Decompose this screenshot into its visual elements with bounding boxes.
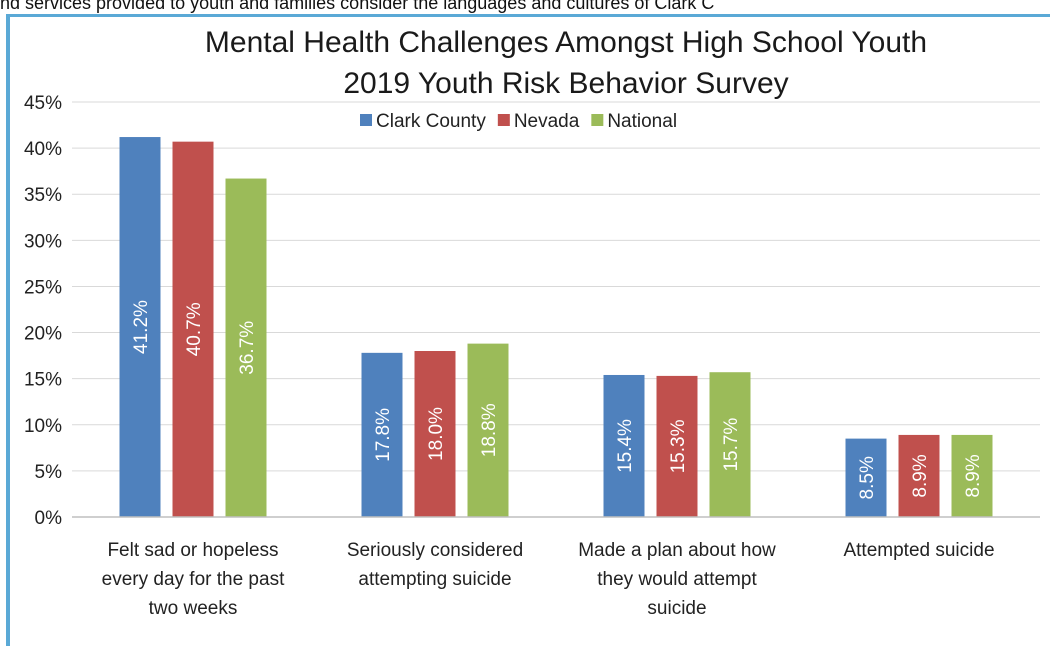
cropped-page-text: nd services provided to youth and famili… — [0, 0, 715, 13]
data-label: 15.3% — [668, 419, 689, 473]
data-label: 40.7% — [184, 302, 205, 356]
x-tick-label: Made a plan about how — [578, 540, 776, 561]
x-tick-label: Seriously considered — [347, 540, 523, 561]
bar — [172, 141, 214, 517]
legend-swatch — [360, 114, 372, 126]
data-label: 8.5% — [857, 456, 878, 499]
bar — [656, 375, 698, 517]
y-tick-label: 30% — [24, 231, 62, 252]
bar — [119, 137, 161, 518]
data-label: 18.8% — [479, 403, 500, 457]
x-tick-label: attempting suicide — [358, 569, 511, 590]
bar — [414, 351, 456, 517]
legend-label: Nevada — [514, 111, 580, 132]
bar — [709, 372, 751, 517]
bar — [603, 374, 645, 517]
y-tick-label: 5% — [35, 462, 63, 483]
legend: Clark County Nevada National — [360, 111, 677, 132]
data-label: 17.8% — [373, 408, 394, 462]
data-label: 15.7% — [721, 418, 742, 472]
y-tick-label: 25% — [24, 277, 62, 298]
frame-border-top — [6, 14, 1050, 17]
y-tick-label: 0% — [35, 508, 63, 529]
data-label: 15.4% — [615, 419, 636, 473]
x-tick-label: Felt sad or hopeless — [107, 540, 278, 561]
chart-title: Mental Health Challenges Amongst High Sc… — [205, 26, 927, 59]
legend-label: Clark County — [376, 111, 486, 132]
bar — [845, 438, 887, 517]
y-tick-label: 40% — [24, 139, 62, 160]
y-tick-label: 10% — [24, 416, 62, 437]
y-tick-label: 15% — [24, 370, 62, 391]
bar — [225, 178, 267, 518]
bar — [898, 434, 940, 517]
legend-label: National — [607, 111, 677, 132]
y-tick-label: 45% — [24, 93, 62, 114]
data-label: 41.2% — [131, 300, 152, 354]
bar — [951, 434, 993, 517]
x-tick-label: every day for the past — [102, 569, 285, 590]
bar — [467, 343, 509, 517]
y-tick-label: 20% — [24, 324, 62, 345]
x-tick-label: Attempted suicide — [843, 540, 994, 561]
legend-swatch — [591, 114, 604, 126]
gridlines — [72, 101, 1040, 472]
x-axis: Felt sad or hopeless every day for the pa… — [72, 516, 1040, 619]
bars: 41.2% 40.7% 36.7% 17.8% 18.0% 18.8% 15.4% 15.3%… — [119, 137, 993, 518]
data-label: 8.9% — [963, 454, 984, 497]
data-label: 18.0% — [426, 407, 447, 461]
x-tick-label: two weeks — [149, 598, 238, 619]
y-axis: 0% 5% 10% 15% 20% 25% 30% 35% 40% 45% — [24, 93, 62, 529]
chart-subtitle: 2019 Youth Risk Behavior Survey — [343, 67, 788, 100]
data-label: 36.7% — [237, 321, 258, 375]
data-label: 8.9% — [910, 454, 931, 497]
x-tick-label: suicide — [647, 598, 706, 619]
y-tick-label: 35% — [24, 185, 62, 206]
x-tick-label: they would attempt — [597, 569, 757, 590]
legend-swatch — [497, 114, 510, 126]
bar — [361, 352, 403, 517]
frame-border-left — [6, 14, 10, 646]
